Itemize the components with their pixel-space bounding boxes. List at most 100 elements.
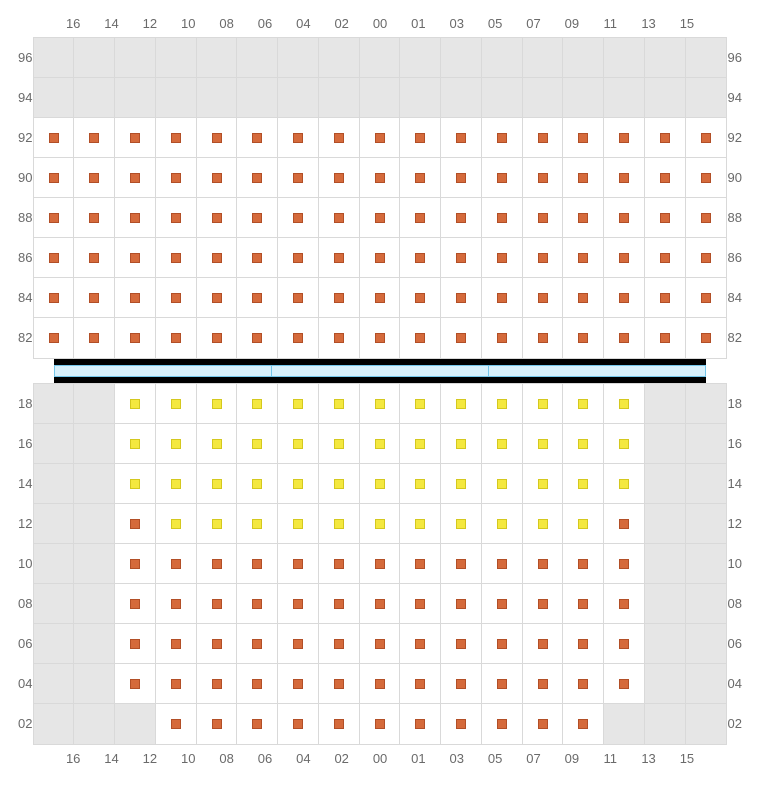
seat-orange[interactable] xyxy=(49,133,59,143)
seat-cell[interactable] xyxy=(360,318,401,358)
seat-cell[interactable] xyxy=(319,584,360,623)
seat-orange[interactable] xyxy=(212,333,222,343)
seat-cell[interactable] xyxy=(237,198,278,237)
seat-cell[interactable] xyxy=(115,158,156,197)
seat-cell[interactable] xyxy=(278,238,319,277)
seat-cell[interactable] xyxy=(523,664,564,703)
seat-orange[interactable] xyxy=(293,333,303,343)
seat-cell[interactable] xyxy=(523,318,564,358)
seat-yellow[interactable] xyxy=(252,399,262,409)
seat-cell[interactable] xyxy=(400,624,441,663)
seat-cell[interactable] xyxy=(400,464,441,503)
seat-cell[interactable] xyxy=(523,238,564,277)
seat-yellow[interactable] xyxy=(619,399,629,409)
seat-yellow[interactable] xyxy=(334,519,344,529)
seat-cell[interactable] xyxy=(604,118,645,157)
seat-cell[interactable] xyxy=(400,238,441,277)
seat-orange[interactable] xyxy=(619,639,629,649)
seat-cell[interactable] xyxy=(34,278,75,317)
seat-cell[interactable] xyxy=(156,384,197,423)
seat-orange[interactable] xyxy=(89,173,99,183)
seat-cell[interactable] xyxy=(115,318,156,358)
seat-orange[interactable] xyxy=(252,133,262,143)
seat-orange[interactable] xyxy=(456,173,466,183)
seat-orange[interactable] xyxy=(497,719,507,729)
seat-cell[interactable] xyxy=(278,198,319,237)
seat-cell[interactable] xyxy=(686,118,727,157)
seat-orange[interactable] xyxy=(578,639,588,649)
seat-cell[interactable] xyxy=(441,118,482,157)
seat-cell[interactable] xyxy=(319,384,360,423)
seat-cell[interactable] xyxy=(34,198,75,237)
seat-yellow[interactable] xyxy=(212,439,222,449)
seat-cell[interactable] xyxy=(237,158,278,197)
seat-cell[interactable] xyxy=(563,384,604,423)
seat-yellow[interactable] xyxy=(497,399,507,409)
seat-cell[interactable] xyxy=(604,278,645,317)
seat-orange[interactable] xyxy=(212,213,222,223)
seat-cell[interactable] xyxy=(197,158,238,197)
seat-yellow[interactable] xyxy=(171,439,181,449)
seat-yellow[interactable] xyxy=(212,399,222,409)
seat-cell[interactable] xyxy=(400,384,441,423)
seat-cell[interactable] xyxy=(197,464,238,503)
seat-orange[interactable] xyxy=(375,213,385,223)
seat-cell[interactable] xyxy=(115,544,156,583)
seat-orange[interactable] xyxy=(171,213,181,223)
seat-orange[interactable] xyxy=(619,173,629,183)
seat-cell[interactable] xyxy=(604,158,645,197)
seat-orange[interactable] xyxy=(701,213,711,223)
seat-orange[interactable] xyxy=(212,719,222,729)
seat-cell[interactable] xyxy=(686,198,727,237)
seat-cell[interactable] xyxy=(360,584,401,623)
seat-cell[interactable] xyxy=(441,318,482,358)
seat-cell[interactable] xyxy=(441,384,482,423)
seat-cell[interactable] xyxy=(319,424,360,463)
seat-cell[interactable] xyxy=(197,664,238,703)
seat-orange[interactable] xyxy=(456,679,466,689)
seat-orange[interactable] xyxy=(375,333,385,343)
seat-orange[interactable] xyxy=(497,133,507,143)
seat-orange[interactable] xyxy=(334,639,344,649)
seat-orange[interactable] xyxy=(375,253,385,263)
seat-cell[interactable] xyxy=(360,238,401,277)
seat-cell[interactable] xyxy=(319,704,360,744)
seat-cell[interactable] xyxy=(74,198,115,237)
seat-yellow[interactable] xyxy=(497,439,507,449)
seat-cell[interactable] xyxy=(237,424,278,463)
seat-cell[interactable] xyxy=(156,544,197,583)
seat-cell[interactable] xyxy=(360,424,401,463)
seat-cell[interactable] xyxy=(523,158,564,197)
seat-yellow[interactable] xyxy=(456,439,466,449)
seat-cell[interactable] xyxy=(645,278,686,317)
seat-cell[interactable] xyxy=(115,504,156,543)
seat-orange[interactable] xyxy=(497,639,507,649)
seat-orange[interactable] xyxy=(171,173,181,183)
seat-orange[interactable] xyxy=(456,213,466,223)
seat-cell[interactable] xyxy=(156,704,197,744)
seat-orange[interactable] xyxy=(660,253,670,263)
seat-orange[interactable] xyxy=(538,599,548,609)
seat-orange[interactable] xyxy=(252,293,262,303)
seat-orange[interactable] xyxy=(293,133,303,143)
seat-cell[interactable] xyxy=(523,384,564,423)
seat-yellow[interactable] xyxy=(415,439,425,449)
seat-cell[interactable] xyxy=(115,464,156,503)
seat-cell[interactable] xyxy=(441,424,482,463)
seat-orange[interactable] xyxy=(578,333,588,343)
seat-cell[interactable] xyxy=(278,584,319,623)
seat-orange[interactable] xyxy=(130,519,140,529)
seat-cell[interactable] xyxy=(197,704,238,744)
seat-orange[interactable] xyxy=(293,559,303,569)
seat-orange[interactable] xyxy=(212,559,222,569)
seat-yellow[interactable] xyxy=(130,439,140,449)
seat-yellow[interactable] xyxy=(375,479,385,489)
seat-cell[interactable] xyxy=(441,278,482,317)
seat-yellow[interactable] xyxy=(497,519,507,529)
seat-cell[interactable] xyxy=(237,318,278,358)
seat-orange[interactable] xyxy=(415,293,425,303)
seat-cell[interactable] xyxy=(441,464,482,503)
seat-cell[interactable] xyxy=(400,278,441,317)
seat-orange[interactable] xyxy=(49,253,59,263)
seat-yellow[interactable] xyxy=(212,479,222,489)
